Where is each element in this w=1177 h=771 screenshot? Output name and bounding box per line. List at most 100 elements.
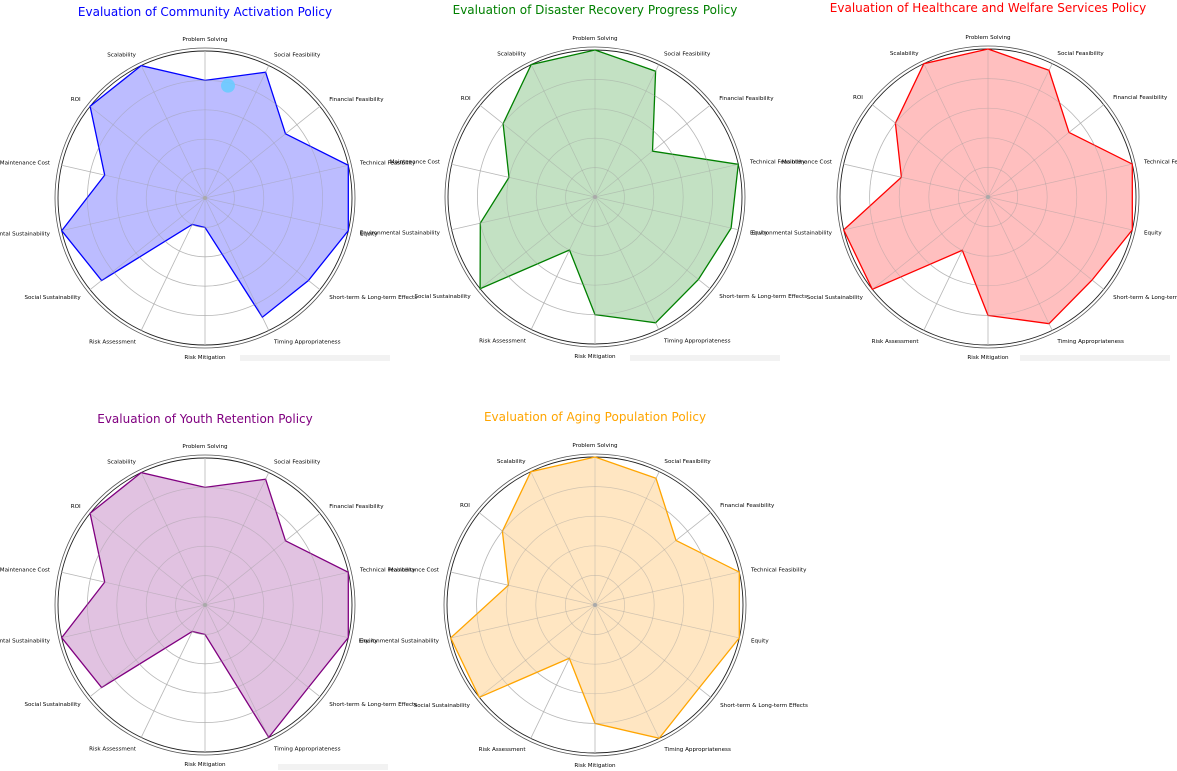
axis-label: Technical Feasibility: [749, 160, 806, 166]
axis-label: Risk Assessment: [89, 746, 137, 752]
highlight-marker: [220, 78, 235, 93]
series-area: [449, 456, 740, 740]
axis-label: Technical Feasibility: [359, 568, 416, 574]
axis-label: Equity: [751, 639, 769, 645]
outer-ring: [54, 47, 356, 349]
grid-spoke-overlay: [451, 196, 596, 231]
axis-label: Scalability: [497, 459, 526, 465]
axis-label: Risk Mitigation: [574, 354, 616, 360]
axis-label: Short-term & Long-term Effects: [1113, 295, 1177, 301]
outer-ring: [444, 46, 746, 348]
axis-label: ROI: [853, 95, 863, 101]
radar-chart-3: Problem Solving Social Feasibility Financi…: [752, 1, 1177, 361]
grid-ring-overlay: [477, 79, 713, 315]
grid-spoke-overlay: [594, 64, 660, 198]
grid-spoke-overlay: [987, 63, 1053, 198]
axis-label: Problem Solving: [182, 37, 228, 43]
axis-label: Social Feasibility: [664, 459, 711, 465]
radar-chart-2: Problem Solving Social Feasibility Financi…: [360, 3, 808, 360]
grid-spoke-overlay: [479, 512, 596, 606]
axis-label: Short-term & Long-term Effects: [719, 294, 807, 300]
axis-label: Risk Mitigation: [184, 355, 226, 361]
grid-ring-overlay: [869, 78, 1107, 316]
grid-spoke-overlay: [479, 604, 596, 698]
grid-ring-overlay: [116, 109, 294, 287]
axis-label: Social Sustainability: [414, 703, 471, 709]
radar-chart-4: Problem Solving Social Feasibility Financi…: [0, 412, 417, 768]
center-point: [986, 195, 990, 199]
grid-spoke-overlay: [140, 197, 206, 331]
axis-label: Scalability: [107, 460, 136, 466]
outer-ring: [54, 454, 356, 756]
grid-spoke-overlay: [479, 105, 596, 198]
axis-label: Risk Assessment: [479, 338, 527, 344]
grid-spoke-overlay: [530, 604, 596, 739]
grid-ring-overlay: [87, 487, 323, 723]
grid-spoke-overlay: [204, 604, 270, 738]
chart-title: Evaluation of Disaster Recovery Progress…: [453, 3, 738, 17]
axis-label: Environmental Sustainability: [360, 230, 441, 236]
axis-label: Maintenance Cost: [390, 160, 441, 166]
grid-spoke-overlay: [530, 64, 596, 198]
axis-label: Technical Feasibility: [1143, 159, 1177, 165]
axis-label: Financial Feasibility: [329, 504, 384, 510]
axis-label: Risk Assessment: [89, 339, 137, 345]
grid-spoke-overlay: [479, 196, 596, 289]
grid-ring-overlay: [565, 167, 625, 227]
axis-label: Financial Feasibility: [329, 97, 384, 103]
grid-spoke-overlay: [594, 604, 740, 639]
axis-label: Equity: [1144, 231, 1162, 237]
axis-label: Environmental Sustainability: [359, 639, 440, 645]
axis-label: Timing Appropriateness: [663, 338, 731, 344]
axis-label: Financial Feasibility: [719, 96, 774, 102]
grid-spoke-overlay: [204, 472, 270, 606]
grid-spoke-overlay: [872, 196, 989, 290]
radar-chart-5: Problem Solving Social Feasibility Financi…: [359, 410, 808, 769]
axes-frame-strip: [240, 355, 390, 361]
grid-spoke-overlay: [987, 163, 1133, 198]
axis-label: Scalability: [497, 52, 526, 58]
grid-ring-overlay: [145, 138, 265, 258]
grid-spoke-overlay: [987, 104, 1104, 198]
axes-frame-strip: [630, 355, 780, 361]
grid-spoke-overlay: [530, 196, 596, 330]
grid-ring-overlay: [145, 545, 265, 665]
axis-label: Technical Feasibility: [359, 161, 416, 167]
grid-spoke-overlay: [594, 196, 739, 231]
axis-label: Social Feasibility: [274, 460, 321, 466]
axis-label: ROI: [461, 96, 471, 102]
grid-spoke-overlay: [987, 196, 1053, 331]
axis-label: Financial Feasibility: [1113, 95, 1168, 101]
axis-label: Social Feasibility: [274, 53, 321, 59]
grid-ring-overlay: [505, 515, 685, 695]
axis-label: Equity: [360, 231, 378, 237]
axis-label: ROI: [71, 97, 81, 103]
axis-label: Scalability: [890, 51, 919, 57]
grid-ring-overlay: [87, 80, 323, 316]
axis-label: Social Feasibility: [664, 52, 711, 58]
axes-frame-strip: [278, 764, 388, 770]
grid-spoke-overlay: [594, 571, 740, 606]
axis-label: Social Sustainability: [24, 702, 81, 708]
grid-ring-overlay: [898, 107, 1078, 287]
grid-ring-overlay: [476, 486, 714, 724]
grid-ring-overlay: [535, 545, 655, 665]
grid-spoke-overlay: [89, 106, 206, 199]
grid-spoke-overlay: [450, 604, 596, 639]
grid-spoke-overlay: [450, 571, 596, 606]
grid-spoke-overlay: [61, 197, 206, 232]
axis-label: Environmental Sustainability: [0, 638, 51, 644]
grid-spoke-overlay: [594, 604, 711, 698]
grid-spoke-overlay: [61, 604, 206, 639]
grid-spoke-overlay: [594, 105, 711, 198]
grid-ring-overlay: [175, 575, 235, 635]
outer-ring: [443, 453, 747, 757]
grid-spoke-overlay: [204, 604, 349, 639]
chart-title: Evaluation of Community Activation Polic…: [78, 5, 332, 19]
grid-spoke-overlay: [204, 65, 270, 199]
axis-label: Problem Solving: [965, 35, 1011, 41]
axis-label: Risk Mitigation: [574, 763, 616, 769]
axis-label: Short-term & Long-term Effects: [720, 703, 808, 709]
grid-ring-overlay: [928, 137, 1048, 257]
grid-ring-overlay: [535, 137, 655, 257]
